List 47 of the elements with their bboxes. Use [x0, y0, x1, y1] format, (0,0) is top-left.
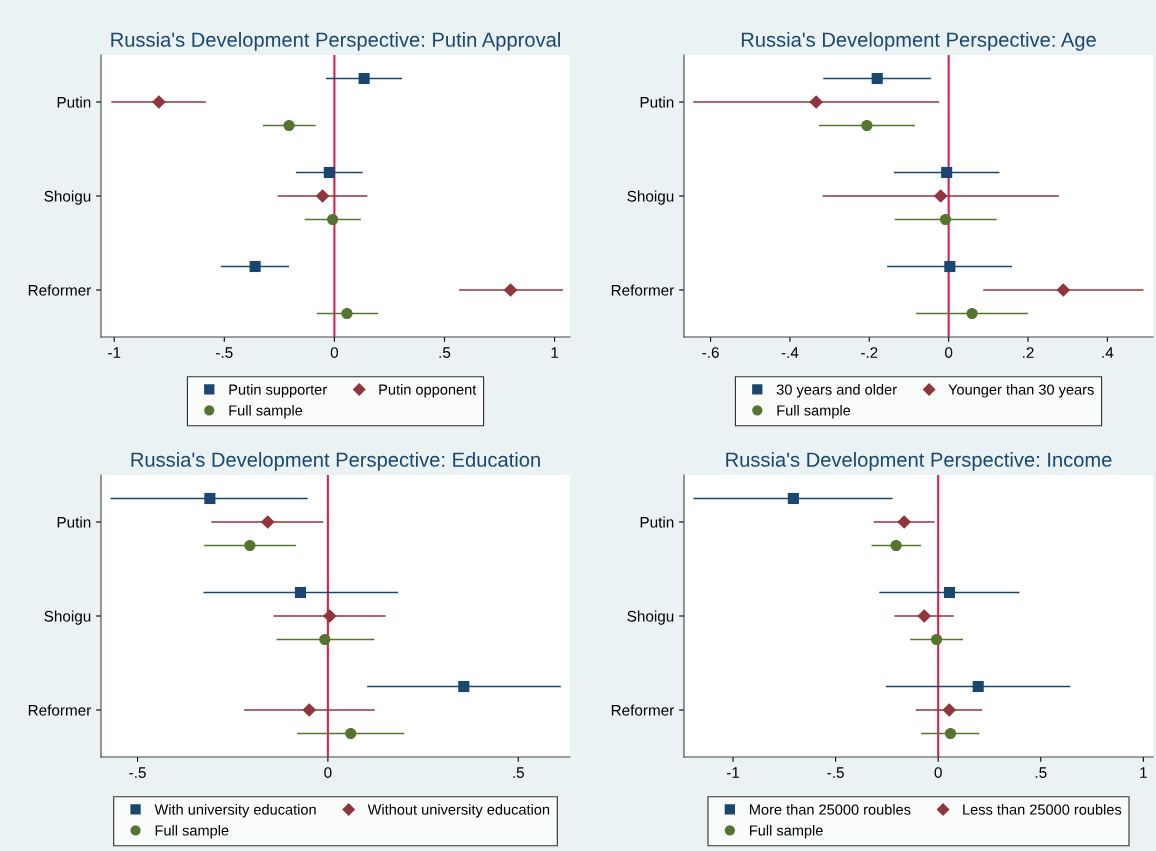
x-tick-label: -.5	[216, 347, 233, 358]
legend-label: Full sample	[750, 824, 823, 839]
x-tick-label: -1	[108, 347, 121, 358]
x-tick-label: 0	[324, 767, 332, 778]
legend-label: Full sample	[155, 824, 229, 839]
x-tick-label: 1	[1140, 767, 1147, 778]
y-tick-label: Putin	[57, 516, 91, 528]
legend-label: Putin supporter	[229, 384, 327, 398]
x-tick-label: -.5	[129, 767, 146, 778]
x-tick-label: -.5	[827, 767, 844, 778]
x-tick-label: 0	[934, 767, 942, 778]
legend-label: Full sample	[777, 404, 851, 419]
x-tick-label: -.2	[861, 347, 878, 358]
y-tick-label: Shoigu	[44, 610, 91, 625]
y-tick-label: Reformer	[611, 284, 675, 296]
chart-title: Russia's Development Perspective: Age	[741, 32, 1096, 51]
x-tick-label: -.6	[702, 347, 719, 358]
x-tick-label: 0	[945, 347, 953, 358]
x-tick-label: .4	[1102, 347, 1114, 358]
x-tick-label: .5	[513, 767, 524, 778]
y-tick-label: Shoigu	[627, 190, 674, 205]
chart-title: Russia's Development Perspective: Income	[726, 452, 1112, 471]
y-tick-label: Putin	[640, 96, 674, 108]
y-tick-label: Putin	[57, 96, 91, 108]
legend-label: Less than 25000 roubles	[963, 804, 1122, 815]
y-tick-label: Putin	[640, 516, 674, 528]
y-tick-label: Reformer	[28, 704, 92, 716]
chart-title: Russia's Development Perspective: Education	[131, 452, 540, 471]
y-tick-label: Reformer	[611, 704, 675, 716]
y-tick-label: Reformer	[28, 284, 92, 296]
y-tick-label: Shoigu	[627, 610, 674, 625]
chart-title: Russia's Development Perspective: Putin Approval	[111, 32, 560, 51]
x-tick-label: .5	[1035, 767, 1047, 778]
x-tick-label: 1	[551, 347, 559, 358]
legend-label: Younger than 30 years	[948, 384, 1094, 398]
legend-label: More than 25000 roubles	[750, 804, 911, 815]
x-tick-label: 0	[330, 347, 339, 358]
legend-label: Without university education	[367, 804, 550, 818]
y-tick-label: Shoigu	[44, 190, 91, 205]
x-tick-label: -.4	[781, 347, 799, 358]
x-tick-label: -1	[726, 767, 740, 778]
legend-label: Putin opponent	[379, 384, 477, 398]
legend-label: Full sample	[229, 404, 303, 419]
legend-label: 30 years and older	[776, 384, 897, 398]
x-tick-label: .5	[439, 347, 451, 358]
x-tick-label: .2	[1023, 347, 1034, 358]
legend-label: With university education	[154, 804, 316, 818]
